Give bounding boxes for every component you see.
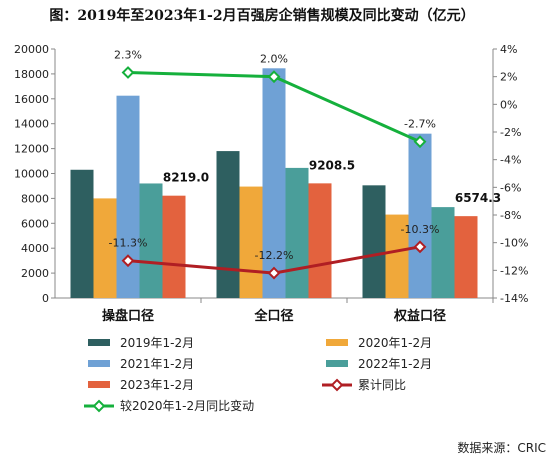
legend-label: 2022年1-2月 xyxy=(358,357,432,371)
line-point-marker xyxy=(267,266,281,280)
bar xyxy=(93,198,117,298)
bar-value-label: 6574.3 xyxy=(455,191,501,205)
line-value-label: 2.3% xyxy=(114,49,142,62)
bar xyxy=(408,133,432,298)
legend-label: 2023年1-2月 xyxy=(120,378,194,392)
legend-label: 2021年1-2月 xyxy=(120,357,194,371)
y-left-tick-label: 6000 xyxy=(21,217,49,230)
legend-label: 2020年1-2月 xyxy=(358,336,432,350)
bar xyxy=(162,195,186,298)
source-note: 数据来源：CRIC xyxy=(457,440,546,455)
bar xyxy=(262,68,286,298)
legend-marker xyxy=(92,399,106,413)
y-left-tick-label: 10000 xyxy=(14,168,49,181)
line-value-label: -2.7% xyxy=(404,118,436,131)
line-value-label: -12.2% xyxy=(255,249,294,262)
legend-swatch xyxy=(326,360,348,367)
legend-swatch xyxy=(88,339,110,346)
y-right-tick-label: -8% xyxy=(500,209,521,222)
bar xyxy=(116,95,140,298)
y-right-tick-label: -6% xyxy=(500,181,521,194)
bar xyxy=(70,169,94,298)
line-value-label: -11.3% xyxy=(109,237,148,250)
y-left-tick-label: 14000 xyxy=(14,118,49,131)
y-left-tick-label: 4000 xyxy=(21,242,49,255)
bar xyxy=(139,183,163,298)
y-left-tick-label: 18000 xyxy=(14,68,49,81)
bar xyxy=(454,216,478,298)
plot-area: 0 2000 4000 6000 8000 10000 12000 14000 16000 180… xyxy=(14,43,528,324)
y-right-tick-label: -2% xyxy=(500,126,521,139)
bar xyxy=(431,207,455,298)
y-right-tick-label: -10% xyxy=(500,237,528,250)
legend-marker xyxy=(330,378,344,392)
line-point-marker xyxy=(121,254,135,268)
legend: 2019年1-2月 2020年1-2月 2021年1-2月 2022年1-2月 2023… xyxy=(84,336,432,413)
line-point-marker xyxy=(121,66,135,79)
y-right-tick-label: -12% xyxy=(500,264,528,277)
bar xyxy=(308,183,332,298)
y-right-tick-label: -14% xyxy=(500,292,528,305)
line-point-marker xyxy=(413,240,427,254)
legend-swatch xyxy=(88,381,110,388)
y-right-tick-label: 4% xyxy=(500,43,517,56)
y-left-tick-label: 20000 xyxy=(14,43,49,56)
category-label: 权益口径 xyxy=(393,308,446,324)
y-right-tick-label: -4% xyxy=(500,154,521,167)
y-left-tick-label: 8000 xyxy=(21,192,49,205)
legend-label: 累计同比 xyxy=(358,378,406,392)
bar xyxy=(239,186,263,298)
category-label: 操盘口径 xyxy=(102,308,154,324)
legend-label: 2019年1-2月 xyxy=(120,336,194,350)
y-left-tick-label: 12000 xyxy=(14,143,49,156)
bar-value-label: 9208.5 xyxy=(309,158,355,172)
legend-swatch xyxy=(88,360,110,367)
line-point-marker xyxy=(413,135,427,149)
line-value-label: 2.0% xyxy=(260,53,288,66)
legend-swatch xyxy=(326,339,348,346)
line-value-label: -10.3% xyxy=(401,223,440,236)
bar xyxy=(385,214,409,298)
bar xyxy=(216,151,240,298)
y-left-tick-label: 16000 xyxy=(14,93,49,106)
legend-label: 较2020年1-2月同比变动 xyxy=(120,398,254,413)
bar xyxy=(285,167,309,298)
y-right-tick-label: 0% xyxy=(500,98,517,111)
chart-title: 图：2019年至2023年1-2月百强房企销售规模及同比变动（亿元） xyxy=(49,7,474,24)
y-left-tick-label: 0 xyxy=(42,292,49,305)
y-left-tick-label: 2000 xyxy=(21,267,49,280)
bar xyxy=(362,185,386,298)
line-point-marker xyxy=(267,70,281,84)
y-right-tick-label: 2% xyxy=(500,71,517,84)
bar-value-label: 8219.0 xyxy=(163,171,209,185)
category-label: 全口径 xyxy=(253,308,293,324)
